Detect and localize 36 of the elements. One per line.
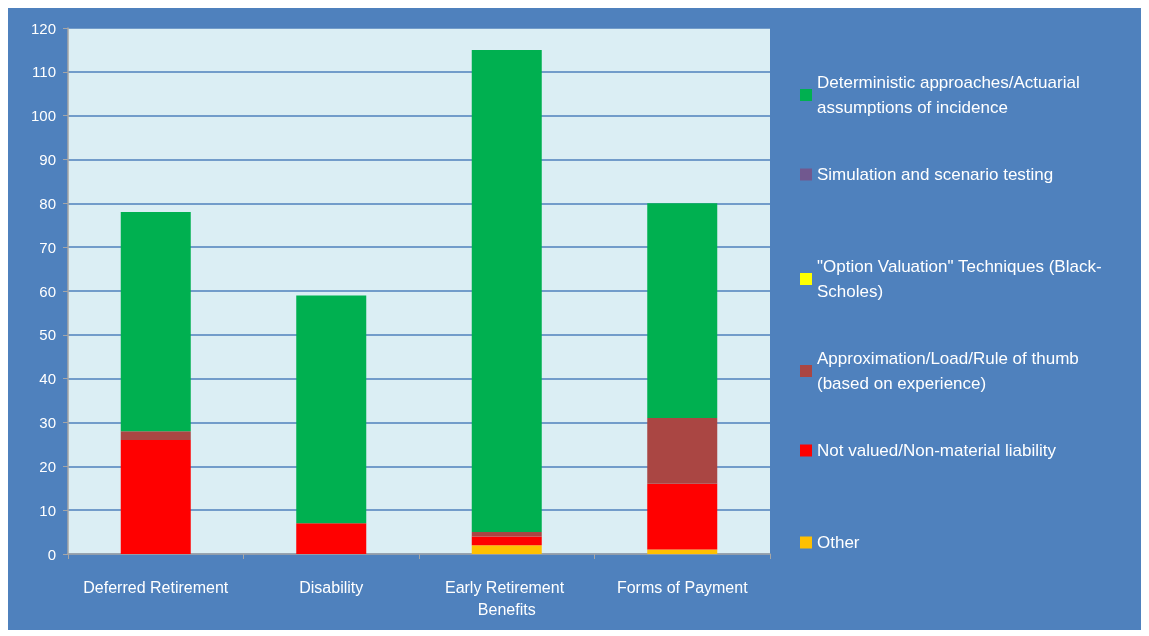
- bar: [120, 212, 191, 432]
- bar: [647, 418, 718, 484]
- y-tick-label: 0: [47, 545, 56, 563]
- bar: [647, 549, 718, 554]
- x-tick-label: Disability: [299, 578, 364, 596]
- bar: [647, 203, 718, 419]
- y-tick-label: 50: [39, 326, 56, 344]
- legend-label: Approximation/Load/Rule of thumb (based on experience): [817, 349, 1079, 393]
- legend-label: Other: [817, 533, 860, 552]
- y-tick-label: 40: [39, 370, 56, 388]
- legend-label: Not valued/Non-material liability: [817, 441, 1057, 460]
- y-tick-label: 90: [39, 151, 56, 168]
- y-tick-label: 60: [39, 282, 56, 300]
- bar: [471, 545, 542, 554]
- bar: [471, 49, 542, 533]
- y-tick-label: 80: [39, 194, 56, 212]
- bar: [120, 440, 191, 554]
- y-tick-label: 110: [32, 63, 56, 81]
- x-tick-label: Early Retirement Benefits: [444, 578, 569, 618]
- bar: [296, 523, 367, 554]
- y-tick-label: 30: [39, 414, 56, 431]
- y-tick-label: 20: [39, 457, 56, 475]
- legend-label: "Option Valuation" Techniques (Black-Scholes): [817, 257, 1102, 301]
- legend-label: Deterministic approaches/Actuarial assumptions of incidence: [817, 73, 1080, 117]
- bar: [471, 532, 542, 537]
- y-tick-label: 70: [39, 238, 56, 256]
- legend-label: Simulation and scenario testing: [817, 165, 1054, 184]
- y-tick-label: 10: [39, 501, 56, 519]
- y-tick-label: 100: [30, 107, 56, 125]
- y-tick-label: 120: [30, 19, 56, 37]
- bar: [647, 483, 718, 550]
- bar: [296, 295, 367, 524]
- x-tick-label: Deferred Retirement: [83, 578, 229, 596]
- bar: [471, 536, 542, 546]
- bar: [120, 431, 191, 441]
- x-tick-label: Forms of Payment: [616, 578, 749, 596]
